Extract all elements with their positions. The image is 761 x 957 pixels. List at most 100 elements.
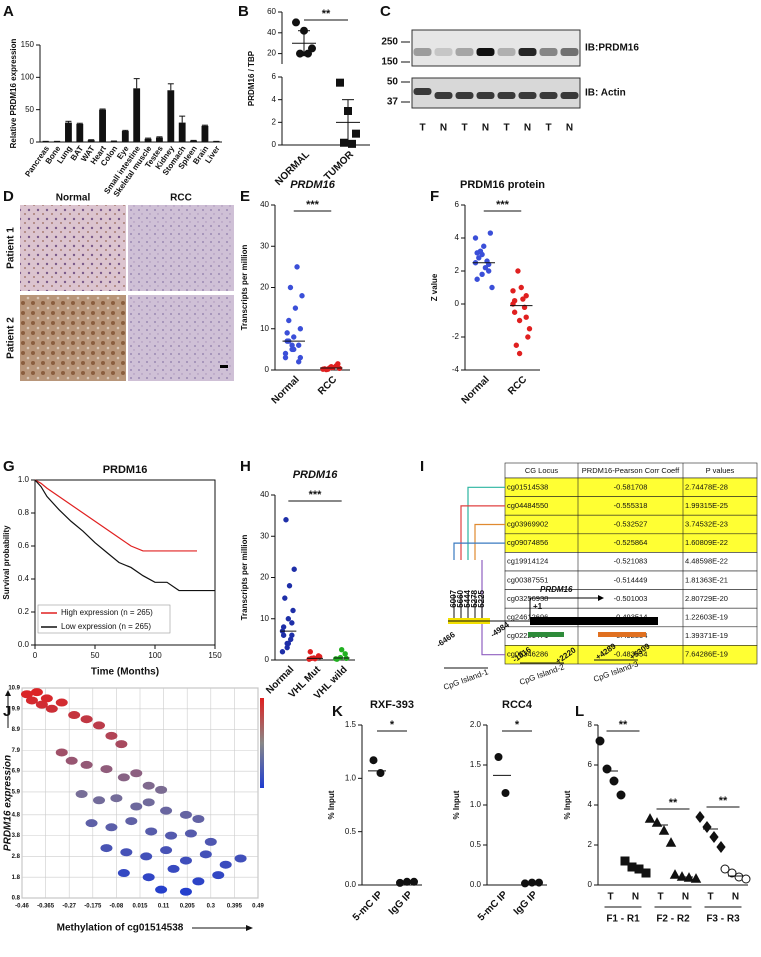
panel-label: L xyxy=(575,703,584,720)
point xyxy=(285,640,292,647)
y-tick-label: 1.0 xyxy=(345,773,357,782)
table-cell: -0.555318 xyxy=(614,501,648,510)
point xyxy=(184,829,197,838)
band xyxy=(518,48,537,56)
x-tick-label: -0.27 xyxy=(62,904,76,910)
group-label: F1 - R1 xyxy=(606,914,640,925)
y-tick-label: 0.5 xyxy=(470,840,482,849)
table-cell: cg00387551 xyxy=(507,575,548,584)
point xyxy=(644,813,656,823)
y-tick-label: 0.0 xyxy=(470,880,482,889)
panel-label: H xyxy=(240,458,251,475)
point xyxy=(523,293,529,299)
tss-arrow xyxy=(529,597,600,617)
y-axis-label: % Input xyxy=(327,790,336,819)
point xyxy=(290,607,296,614)
y-arrow-head xyxy=(5,690,11,696)
y-tick-label: 0.0 xyxy=(18,640,30,649)
y-tick-label: 9.9 xyxy=(12,706,21,712)
x-axis-label: Time (Months) xyxy=(91,667,159,678)
point xyxy=(283,517,289,523)
band xyxy=(455,92,474,99)
x-tick-label: 0.3 xyxy=(207,904,216,910)
point xyxy=(55,698,68,707)
y-tick-label: 0 xyxy=(272,140,277,149)
panel-label: D xyxy=(3,188,14,205)
point xyxy=(179,810,192,819)
y-axis-label: Survival probability xyxy=(2,525,11,600)
bar xyxy=(99,109,106,142)
significance: * xyxy=(390,719,395,731)
table-cell: -0.581708 xyxy=(614,482,648,491)
point xyxy=(212,871,225,880)
y-tick-label: 100 xyxy=(21,72,35,81)
lane-label: N xyxy=(440,123,447,134)
y-tick-label: 2.8 xyxy=(12,854,21,860)
table-cell: -0.493514 xyxy=(614,612,648,621)
x-tick-label: T xyxy=(657,892,663,903)
y-tick-label: 150 xyxy=(21,40,35,49)
band xyxy=(455,48,474,56)
table-cell: 2.74478E-28 xyxy=(685,482,728,491)
y-tick-label: 1.5 xyxy=(470,760,482,769)
point xyxy=(641,868,651,878)
bar xyxy=(190,140,197,142)
point xyxy=(110,794,123,803)
point xyxy=(720,864,730,874)
table-cell: 1.22603E-19 xyxy=(685,612,728,621)
lane-label: T xyxy=(461,123,467,134)
table-cell: 2.80729E-20 xyxy=(685,594,728,603)
point xyxy=(165,831,178,840)
y-axis-label: PRDM16 expression xyxy=(3,755,14,851)
significance: * xyxy=(515,719,520,731)
legend-box xyxy=(37,604,171,634)
point xyxy=(125,817,138,826)
x-tick-label: -0.365 xyxy=(37,904,55,910)
x-tick-label: 0.11 xyxy=(158,904,170,910)
chart-title: RCC4 xyxy=(502,699,533,711)
point xyxy=(695,810,705,824)
point xyxy=(100,844,113,853)
point xyxy=(219,860,232,869)
panel-label: A xyxy=(3,3,14,20)
x-tick-label: 0.205 xyxy=(180,904,196,910)
point xyxy=(291,566,297,572)
point xyxy=(338,646,345,653)
point xyxy=(85,819,98,828)
point xyxy=(142,781,155,790)
point xyxy=(68,711,81,720)
panel-label: G xyxy=(3,458,15,475)
point xyxy=(105,731,118,740)
table-cell: cg09074856 xyxy=(507,538,548,547)
point xyxy=(511,298,518,304)
panel-label: J xyxy=(3,703,11,720)
point xyxy=(472,235,479,241)
point xyxy=(80,760,93,769)
table-cell: -0.483954 xyxy=(614,650,648,659)
point xyxy=(130,769,143,778)
point xyxy=(286,583,293,589)
row-label: Patient 1 xyxy=(6,227,17,269)
chart-title: PRDM16 protein xyxy=(460,179,545,191)
y-tick-label: 6 xyxy=(272,72,277,81)
point xyxy=(140,852,153,861)
x-tick-label: 0.49 xyxy=(252,904,264,910)
band xyxy=(497,48,516,56)
y-tick-label: 30 xyxy=(260,531,269,540)
y-tick-label: 6.9 xyxy=(12,769,21,775)
point xyxy=(204,837,217,846)
table-cell: -0.532527 xyxy=(614,519,648,528)
y-tick-label: 6 xyxy=(455,200,460,209)
y-axis-label: Transcripts per million xyxy=(240,244,249,330)
table-cell: cg24612696 xyxy=(507,612,548,621)
y-tick-label: 2 xyxy=(588,840,593,849)
significance: *** xyxy=(496,199,510,211)
y-tick-label: 0.2 xyxy=(18,607,30,616)
point xyxy=(352,129,360,138)
point xyxy=(665,837,677,847)
bar xyxy=(76,123,84,142)
point xyxy=(716,840,726,854)
island-2 xyxy=(528,632,564,637)
x-tick-label: N xyxy=(632,892,639,903)
